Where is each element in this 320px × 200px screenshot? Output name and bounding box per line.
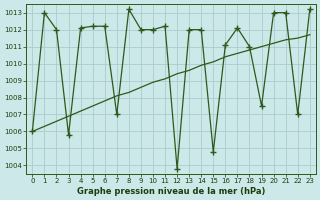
X-axis label: Graphe pression niveau de la mer (hPa): Graphe pression niveau de la mer (hPa) — [77, 187, 265, 196]
